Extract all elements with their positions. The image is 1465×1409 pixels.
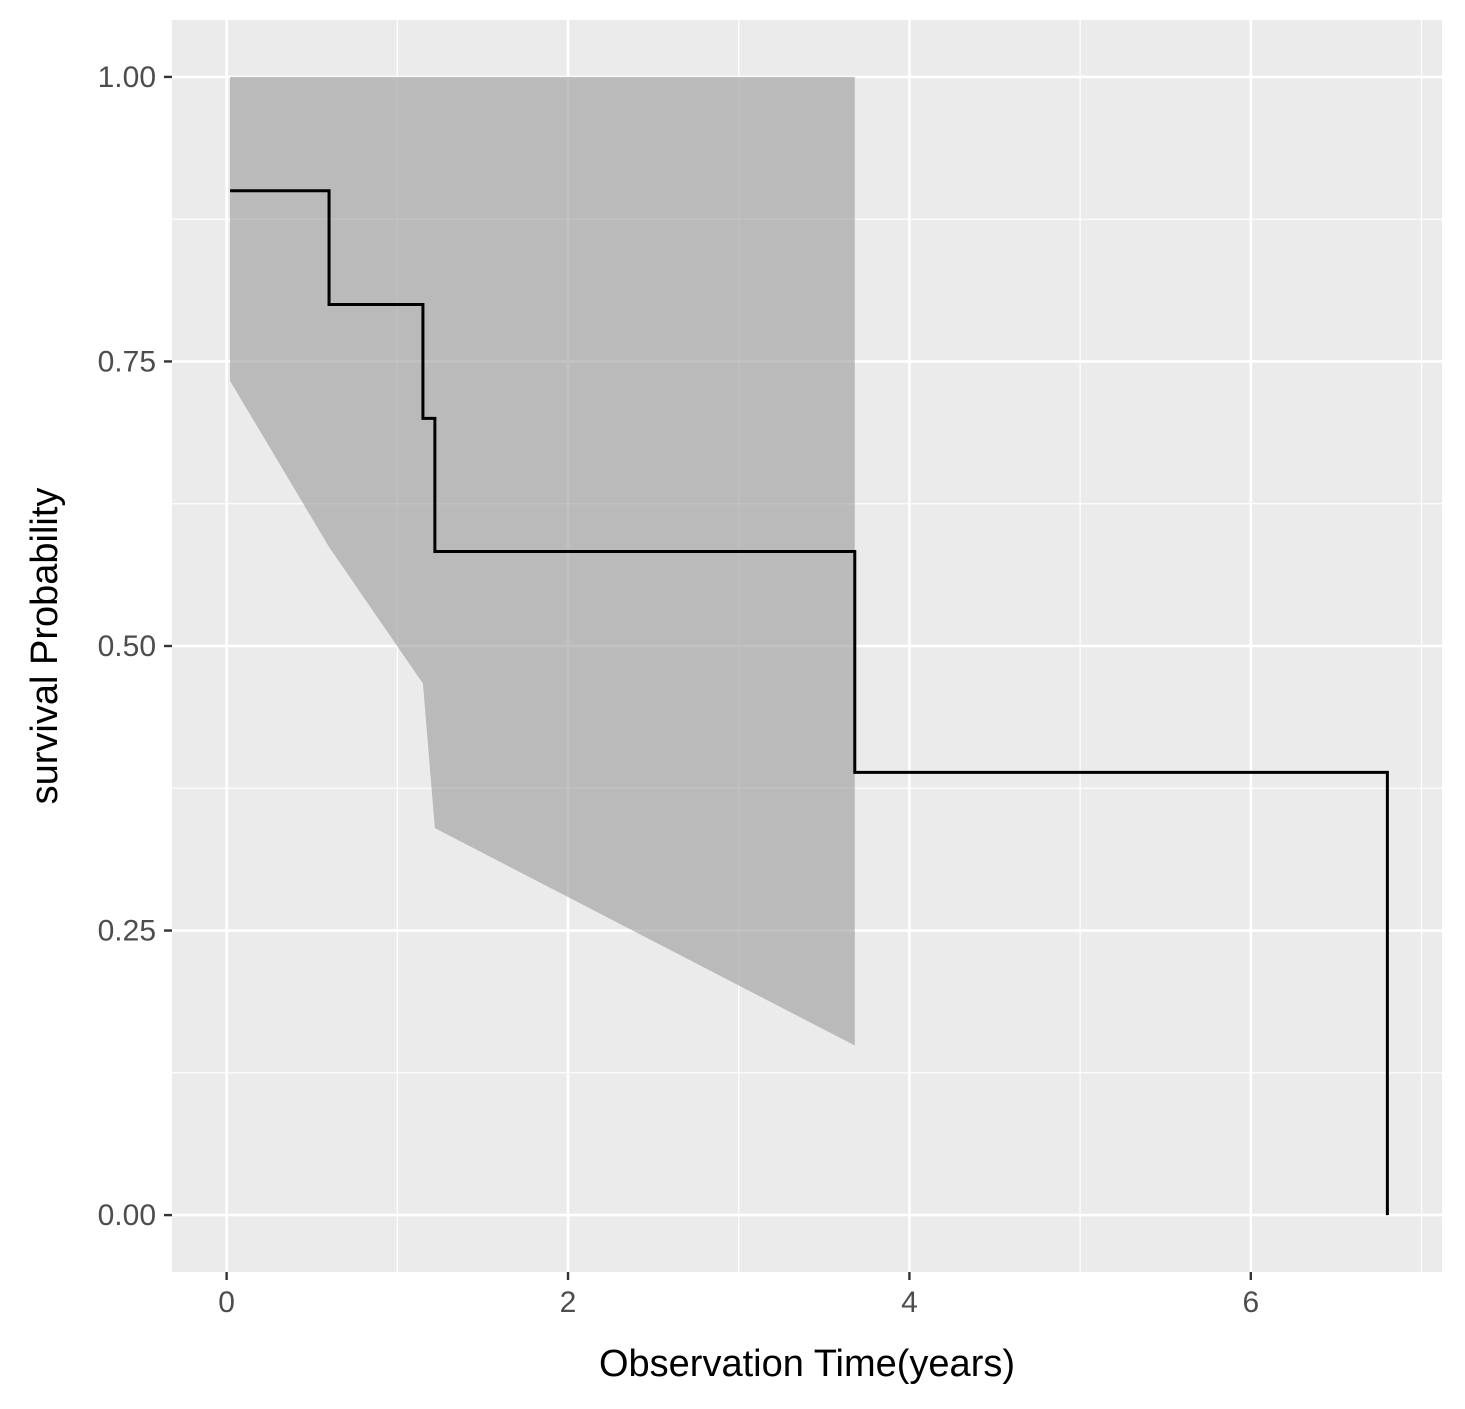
y-axis-ticks: 0.00 0.25 0.50 0.75 1.00	[98, 61, 172, 1232]
y-tick-label: 0.50	[98, 630, 156, 663]
x-axis-ticks: 0 2 4 6	[218, 1272, 1259, 1319]
x-tick-label: 6	[1242, 1286, 1259, 1319]
x-axis-title: Observation Time(years)	[599, 1343, 1015, 1385]
y-axis-title: survival Probability	[24, 488, 66, 805]
x-tick-label: 2	[560, 1286, 577, 1319]
y-tick-label: 0.25	[98, 915, 156, 948]
y-tick-label: 1.00	[98, 61, 156, 94]
x-tick-label: 4	[901, 1286, 918, 1319]
survival-step-curve	[230, 189, 1389, 1216]
confidence-band	[230, 76, 855, 1046]
y-tick-label: 0.00	[98, 1199, 156, 1232]
x-tick-label: 0	[218, 1286, 235, 1319]
y-tick-label: 0.75	[98, 345, 156, 378]
